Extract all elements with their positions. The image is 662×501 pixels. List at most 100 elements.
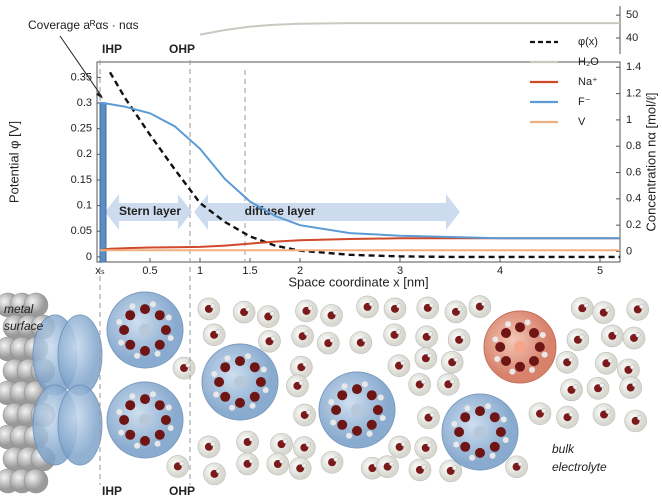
oxygen xyxy=(119,415,130,425)
oxygen xyxy=(500,327,511,338)
plot-frame xyxy=(96,61,621,263)
hydrogen xyxy=(301,462,307,468)
hydrogen xyxy=(451,421,458,428)
hydrogen xyxy=(366,430,373,437)
hydrogen xyxy=(539,331,546,338)
hydrogen xyxy=(167,424,174,431)
oxygen xyxy=(220,362,231,373)
illustration-label: electrolyte xyxy=(552,460,607,474)
hydrogen xyxy=(457,306,463,312)
hydrogen xyxy=(129,393,136,400)
series-line xyxy=(199,22,620,36)
hydrogen xyxy=(489,452,496,459)
oxygen xyxy=(460,441,471,452)
oxygen xyxy=(154,310,165,321)
oxygen xyxy=(125,400,136,411)
hydrogen xyxy=(449,378,455,384)
oxygen xyxy=(515,361,525,372)
y2-tick-label: 0 xyxy=(626,245,632,257)
hydrogen xyxy=(224,355,231,362)
hydrogen xyxy=(149,301,156,308)
hydrogen xyxy=(509,368,516,375)
metal-atom xyxy=(23,468,49,494)
hydrogen xyxy=(464,405,471,412)
y-tick-label: 0 xyxy=(86,251,92,263)
hydrogen xyxy=(154,350,161,357)
oxygen xyxy=(337,390,348,401)
reference-label: IHP xyxy=(102,42,122,56)
oxygen xyxy=(489,441,500,452)
hydrogen xyxy=(427,442,433,448)
hydrogen xyxy=(469,454,476,461)
hydrogen xyxy=(572,384,578,390)
region-arrow xyxy=(105,194,192,230)
hydrogen xyxy=(129,303,136,310)
hydrogen xyxy=(279,458,285,464)
hydrogen xyxy=(389,461,395,467)
oxygen xyxy=(249,391,260,402)
y3-tick-label: 40 xyxy=(626,32,638,44)
oxygen xyxy=(337,419,348,430)
illustration-label: bulk xyxy=(552,442,575,456)
hydrogen xyxy=(429,412,435,418)
oxygen xyxy=(366,390,377,401)
plot: 00.050.10.150.20.250.30.3500.20.40.60.81… xyxy=(6,6,658,498)
oxygen xyxy=(475,406,485,417)
series-line xyxy=(108,71,620,259)
ion-core xyxy=(474,426,486,438)
oxygen xyxy=(140,394,150,405)
y2-tick-label: 0.2 xyxy=(626,219,641,231)
hydrogen xyxy=(377,394,384,401)
oxygen xyxy=(352,425,362,436)
ion-core xyxy=(234,376,246,388)
hydrogen xyxy=(579,334,585,340)
oxygen xyxy=(160,325,171,335)
hydrogen xyxy=(215,329,221,335)
hydrogen xyxy=(541,351,548,358)
oxygen xyxy=(249,362,260,373)
hydrogen xyxy=(452,465,458,471)
y3-tick-label: 50 xyxy=(626,9,638,21)
hydrogen xyxy=(329,337,335,343)
oxygen xyxy=(366,419,377,430)
oxygen xyxy=(489,412,500,423)
hydrogen xyxy=(401,441,407,447)
hydrogen xyxy=(330,419,337,426)
x-tick-label: 4 xyxy=(497,265,503,277)
hydrogen xyxy=(453,356,459,362)
hydrogen xyxy=(607,357,613,363)
hydrogen xyxy=(185,362,191,368)
y2-tick-label: 0.6 xyxy=(626,166,641,178)
series-line xyxy=(99,237,620,252)
x-tick-label: 2 xyxy=(297,265,303,277)
region-label: Stern layer xyxy=(119,204,181,218)
hydrogen xyxy=(605,409,611,415)
hydrogen xyxy=(134,442,141,449)
hydrogen xyxy=(306,409,312,415)
x-axis-label: Space coordinate x [nm] xyxy=(288,274,428,289)
y2-tick-label: 0.4 xyxy=(626,193,641,205)
oxygen xyxy=(331,405,342,415)
hydrogen xyxy=(541,408,547,414)
hydrogen xyxy=(396,329,402,335)
ion-core xyxy=(139,324,151,336)
legend-label: F⁻ xyxy=(578,96,591,108)
hydrogen xyxy=(304,330,310,336)
hydrogen xyxy=(249,458,255,464)
oxygen xyxy=(125,310,136,321)
illustration-label: metal xyxy=(4,302,34,316)
hydrogen xyxy=(629,364,635,370)
oxygen xyxy=(454,427,465,437)
hydrogen xyxy=(269,311,275,317)
oxygen xyxy=(154,339,165,350)
hydrogen xyxy=(369,301,375,307)
hydrogen xyxy=(167,334,174,341)
hydrogen xyxy=(362,337,368,343)
hydrogen xyxy=(154,440,161,447)
oxygen xyxy=(125,339,136,350)
hydrogen xyxy=(504,321,511,328)
hydrogen xyxy=(637,415,643,421)
reference-label: OHP xyxy=(169,42,195,56)
x-tick-label: 1.5 xyxy=(242,265,257,277)
